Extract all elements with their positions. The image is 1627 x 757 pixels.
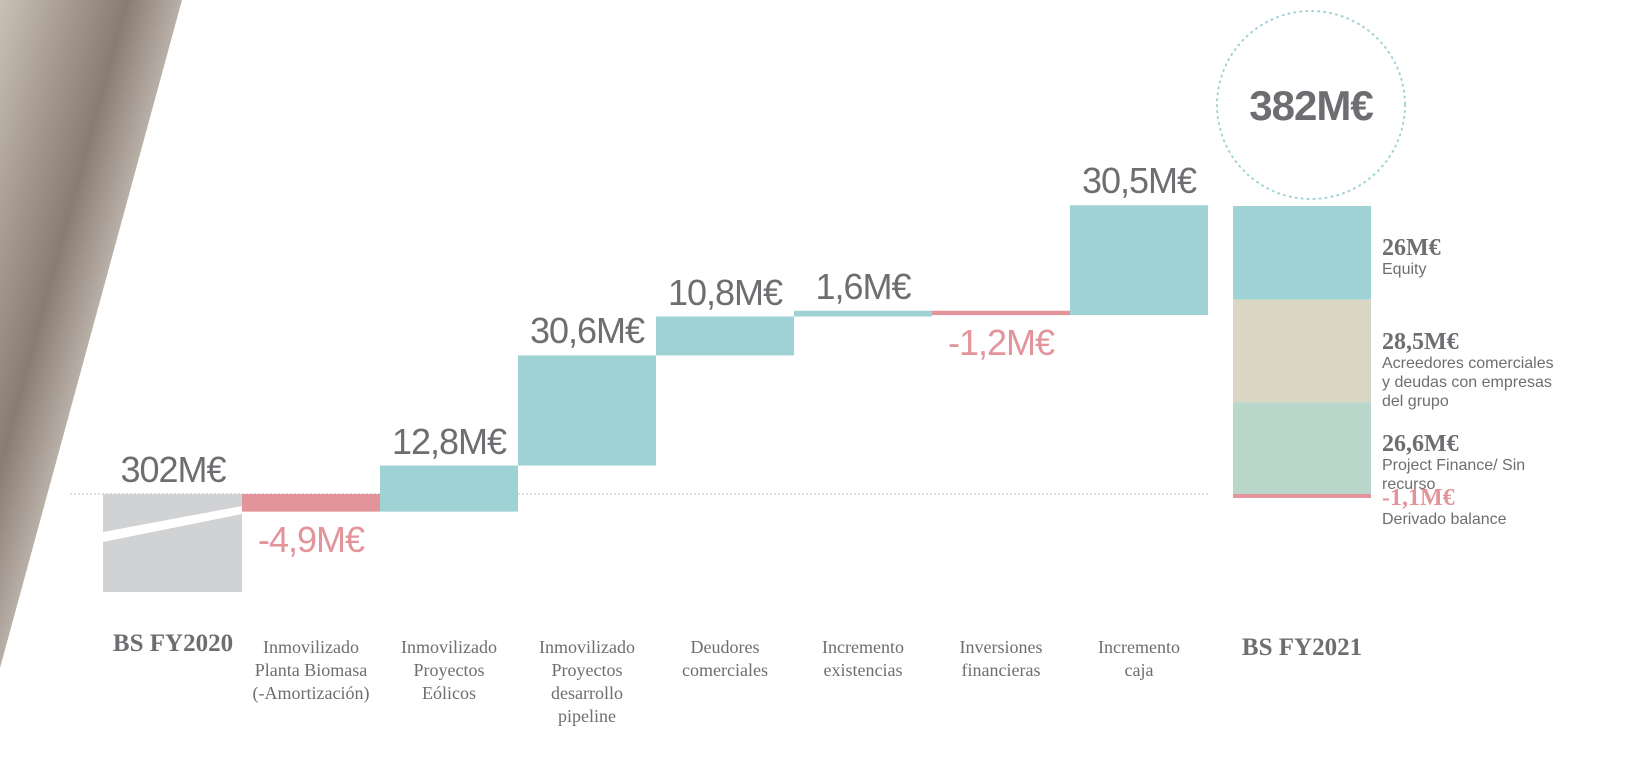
breakdown-label: 28,5M€ Acreedores comerciales y deudas co…	[1382, 330, 1557, 411]
category-label: Inmovilizado Proyectos desarrollo pipeli…	[539, 637, 635, 726]
value-label: 10,8M€	[667, 271, 783, 313]
breakdown-label: 26,6M€ Project Finance/ Sin recurso	[1382, 432, 1557, 494]
value-label: 30,5M€	[1081, 160, 1197, 202]
bar	[1070, 205, 1208, 316]
category-label: Inmovilizado Planta Biomasa (-Amortizaci…	[252, 637, 370, 703]
bar	[656, 316, 794, 356]
total-circle	[1216, 10, 1406, 200]
category-label: Deudores comerciales	[682, 637, 768, 680]
breakdown-label: 26M€ Equity	[1382, 236, 1557, 279]
value-label: 1,6M€	[815, 265, 911, 307]
breakdown-name: Equity	[1382, 261, 1427, 278]
breakdown-value: -1,1M€	[1382, 485, 1455, 511]
bar	[242, 494, 380, 512]
breakdown-value: 28,5M€	[1382, 328, 1459, 355]
total-value: 382M€	[1249, 82, 1373, 129]
category-label: Inversiones financieras	[959, 637, 1043, 680]
category-label: Incremento existencias	[822, 637, 904, 680]
breakdown-segment	[1233, 206, 1371, 300]
breakdown-segment	[1233, 494, 1371, 498]
breakdown-name: Derivado balance	[1382, 511, 1507, 528]
category-label: BS FY2021	[1241, 634, 1363, 661]
value-label: 12,8M€	[391, 420, 507, 462]
category-label: Inmovilizado Proyectos Eólicos	[401, 637, 497, 703]
axis-break	[103, 506, 242, 542]
breakdown-value: 26M€	[1382, 235, 1441, 261]
value-label: -1,2M€	[947, 322, 1055, 364]
breakdown-name: Acreedores comerciales y deudas con empr…	[1382, 354, 1554, 410]
bar	[518, 355, 656, 466]
breakdown-value: 26,6M€	[1382, 431, 1459, 458]
breakdown-label: -1,1M€ Derivado balance	[1382, 486, 1557, 529]
value-label: 30,6M€	[529, 310, 645, 352]
value-label: -4,9M€	[257, 518, 365, 560]
breakdown-name: Project Finance/ Sin recurso	[1382, 457, 1526, 494]
category-label: Incremento caja	[1098, 637, 1180, 680]
breakdown-segment	[1233, 402, 1371, 498]
value-label: 302M€	[120, 449, 226, 490]
bar	[380, 465, 518, 512]
breakdown-segment	[1233, 299, 1371, 403]
background-photo	[0, 0, 182, 668]
bar	[794, 310, 932, 317]
category-label: BS FY2020	[112, 630, 234, 657]
bar	[932, 310, 1070, 316]
